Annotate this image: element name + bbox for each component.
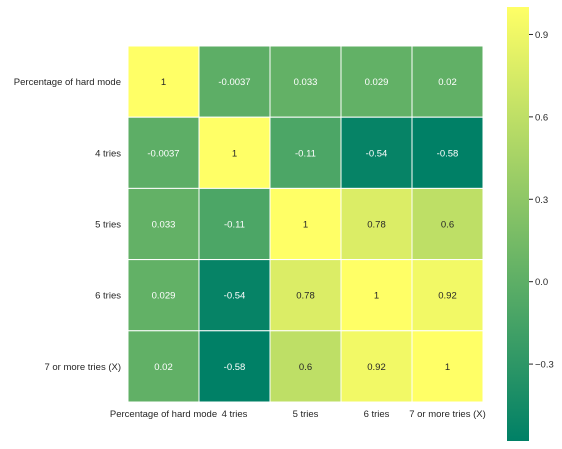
cell-value-label: -0.11 — [224, 220, 245, 231]
column-label: Percentage of hard mode — [110, 409, 217, 420]
heatmap-cell — [411, 116, 484, 189]
row-label: 4 tries — [95, 148, 121, 159]
cell-value-label: 1 — [374, 291, 379, 302]
colorbar-tick-label: 0.6 — [535, 112, 548, 123]
colorbar-ticks: 0.9 0.6 0.3 0.0 −0.3 — [529, 30, 554, 371]
cell-value-label: 0.033 — [152, 220, 176, 231]
cell-value-label: 1 — [445, 362, 450, 373]
heatmap-cell — [127, 116, 200, 189]
row-labels: Percentage of hard mode 4 tries 5 tries 6 t… — [14, 77, 121, 373]
cell-value-label: 0.78 — [367, 220, 386, 231]
heatmap-cell — [127, 259, 200, 332]
cell-value-label: -0.54 — [224, 291, 246, 302]
row-label: Percentage of hard mode — [14, 77, 121, 88]
colorbar-tick-label: 0.0 — [535, 277, 548, 288]
row-label: 6 tries — [95, 291, 121, 302]
cell-value-label: 0.033 — [294, 77, 318, 88]
column-label: 6 tries — [364, 409, 390, 420]
heatmap-cell — [269, 116, 342, 189]
heatmap-cell — [198, 45, 271, 118]
heatmap-cell — [198, 330, 271, 403]
colorbar-tick-label: −0.3 — [535, 360, 554, 371]
column-labels: Percentage of hard mode 4 tries 5 tries 6 t… — [110, 409, 486, 420]
heatmap-cell — [198, 187, 271, 261]
heatmap-cell — [127, 330, 200, 403]
cell-value-label: 0.6 — [441, 220, 454, 231]
column-label: 5 tries — [293, 409, 319, 420]
heatmap-cell — [411, 259, 484, 332]
heatmap-cell — [340, 45, 413, 118]
cell-value-label: 0.92 — [438, 291, 457, 302]
heatmap-cell — [411, 330, 484, 403]
heatmap-cells: 1 -0.0037 0.033 0.029 0.02 -0.0037 1 -0.11 -0.54… — [127, 45, 484, 403]
colorbar-tick-label: 0.9 — [535, 30, 548, 41]
colorbar-tick-label: 0.3 — [535, 195, 548, 206]
cell-value-label: -0.11 — [295, 148, 316, 159]
heatmap-cell — [269, 45, 342, 118]
heatmap-cell — [340, 259, 413, 332]
row-label: 5 tries — [95, 220, 121, 231]
colorbar — [507, 7, 529, 441]
cell-value-label: 1 — [161, 77, 166, 88]
heatmap-cell — [269, 330, 342, 403]
cell-value-label: -0.58 — [437, 148, 459, 159]
cell-value-label: 0.92 — [367, 362, 386, 373]
cell-value-label: -0.0037 — [218, 77, 250, 88]
cell-value-label: 0.029 — [365, 77, 389, 88]
cell-value-label: 0.6 — [299, 362, 312, 373]
cell-value-label: -0.0037 — [147, 148, 179, 159]
cell-value-label: 1 — [232, 148, 237, 159]
heatmap-cell — [127, 45, 200, 118]
heatmap-cell — [340, 187, 413, 261]
colorbar-gradient — [507, 7, 529, 441]
cell-value-label: 1 — [303, 220, 308, 231]
row-label: 7 or more tries (X) — [44, 362, 121, 373]
cell-value-label: 0.78 — [296, 291, 315, 302]
cell-value-label: -0.58 — [224, 362, 246, 373]
heatmap-cell — [411, 187, 484, 261]
cell-value-label: -0.54 — [366, 148, 388, 159]
cell-value-label: 0.02 — [154, 362, 173, 373]
heatmap-cell — [198, 259, 271, 332]
column-label: 4 tries — [222, 409, 248, 420]
cell-value-label: 0.02 — [438, 77, 457, 88]
heatmap-cell — [269, 259, 342, 332]
column-label: 7 or more tries (X) — [409, 409, 486, 420]
cell-value-label: 0.029 — [152, 291, 176, 302]
